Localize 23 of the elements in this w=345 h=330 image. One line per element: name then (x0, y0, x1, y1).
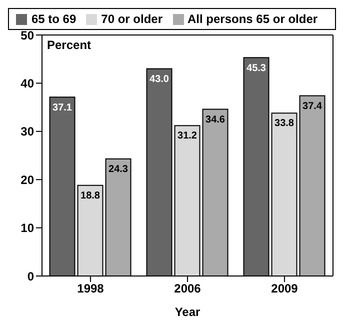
data-label: 43.0 (150, 74, 170, 85)
x-tick-label: 1998 (77, 282, 104, 296)
data-label: 24.3 (108, 164, 128, 175)
y-tick-label: 20 (20, 172, 34, 187)
y-tick-label: 50 (20, 28, 34, 42)
legend-label: 65 to 69 (31, 12, 76, 26)
x-tick-label: 2009 (271, 282, 298, 296)
y-tick-label: 10 (20, 221, 34, 236)
y-tick-label: 30 (20, 124, 34, 139)
data-label: 33.8 (274, 118, 294, 130)
y-tick-label: 40 (20, 76, 34, 90)
x-tick-label: 2006 (174, 282, 202, 296)
legend-label: 70 or older (101, 12, 162, 26)
x-axis-title: Year (174, 305, 201, 319)
y-axis-title: Percent (47, 38, 92, 52)
data-label: 37.4 (302, 100, 322, 112)
data-label: 34.6 (206, 114, 226, 126)
data-label: 37.1 (52, 102, 72, 114)
y-tick-label: 0 (27, 269, 34, 284)
data-label: 31.2 (178, 130, 198, 142)
data-label: 18.8 (80, 190, 100, 202)
data-label: 45.3 (246, 62, 266, 74)
legend-label: All persons 65 or older (188, 12, 318, 26)
